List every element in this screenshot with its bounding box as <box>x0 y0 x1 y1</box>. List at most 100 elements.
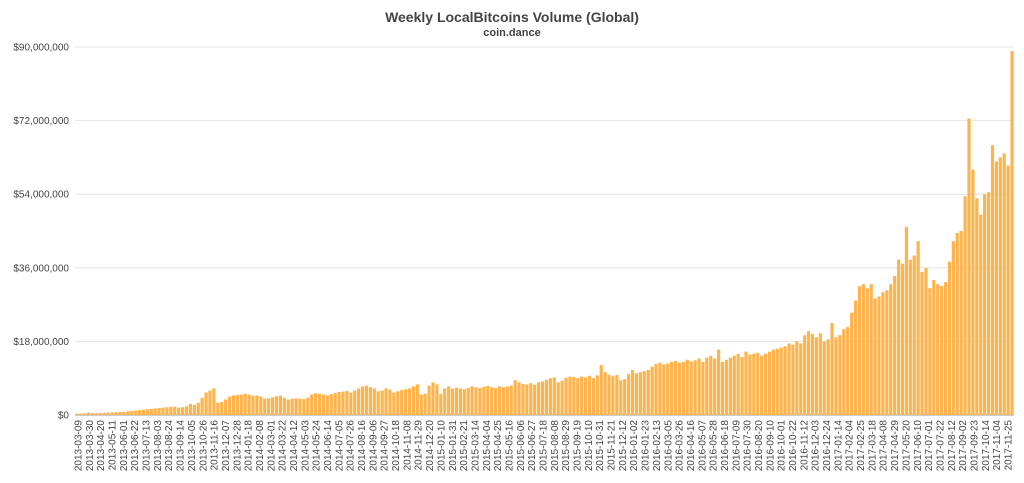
bar <box>724 359 729 415</box>
bar <box>341 391 345 415</box>
bar <box>603 372 607 415</box>
bar <box>392 392 396 415</box>
bar <box>846 327 850 415</box>
bar <box>360 386 365 415</box>
bar <box>967 118 971 415</box>
bar <box>877 296 881 415</box>
x-tick-label: 2016-01-23 <box>641 420 652 472</box>
bar <box>783 346 787 415</box>
y-tick-label: $0 <box>58 411 70 422</box>
bar <box>126 411 130 415</box>
bar <box>830 323 834 415</box>
bar <box>963 196 967 415</box>
bar <box>345 390 349 415</box>
bar <box>990 145 995 415</box>
bar <box>728 357 732 415</box>
bar <box>983 194 987 415</box>
bar <box>940 286 944 415</box>
x-tick-label: 2017-02-25 <box>856 420 867 472</box>
bar <box>763 353 768 415</box>
x-tick-label: 2016-05-07 <box>697 420 708 472</box>
bar <box>247 394 251 415</box>
bar <box>134 410 138 415</box>
x-tick-label: 2016-12-24 <box>822 420 833 472</box>
x-tick-label: 2013-10-05 <box>187 420 198 472</box>
bar <box>709 355 713 415</box>
bar <box>587 375 592 415</box>
bar <box>75 413 79 415</box>
bar <box>818 333 822 415</box>
x-tick-label: 2014-10-18 <box>391 420 402 472</box>
chart-title: Weekly LocalBitcoins Volume (Global) <box>385 9 639 25</box>
x-tick-label: 2013-08-03 <box>153 420 164 472</box>
x-tick-label: 2014-05-03 <box>300 420 311 472</box>
x-tick-label: 2016-11-12 <box>799 420 810 471</box>
bar <box>290 398 294 415</box>
bar <box>368 387 372 415</box>
bar <box>517 382 521 415</box>
bar <box>936 284 940 415</box>
bar <box>893 275 897 415</box>
bar <box>748 354 752 415</box>
x-tick-label: 2014-11-29 <box>414 420 425 471</box>
bar <box>180 407 185 415</box>
bar <box>329 394 333 415</box>
bar <box>314 393 318 415</box>
bar <box>623 379 627 415</box>
x-tick-label: 2016-10-22 <box>788 420 799 472</box>
bar <box>810 334 815 415</box>
bar <box>685 359 689 415</box>
bar <box>227 396 232 415</box>
bar <box>654 363 658 415</box>
bar <box>853 300 858 415</box>
bar <box>243 393 247 415</box>
bar <box>509 385 513 415</box>
bar <box>576 378 580 415</box>
bar <box>173 406 177 415</box>
x-tick-label: 2016-07-09 <box>731 420 742 472</box>
bar <box>149 408 153 415</box>
bar <box>717 349 721 415</box>
bar <box>415 384 419 415</box>
bar <box>869 284 873 415</box>
bar <box>286 399 290 415</box>
bar <box>443 388 447 415</box>
bar <box>525 384 529 415</box>
bar <box>932 280 936 415</box>
bar <box>615 374 619 415</box>
bar <box>822 341 826 415</box>
bar <box>693 360 697 415</box>
bar <box>814 337 819 415</box>
bar <box>560 380 564 415</box>
x-tick-label: 2015-04-04 <box>482 420 493 472</box>
bar <box>904 226 909 415</box>
x-tick-label: 2017-04-08 <box>879 420 890 472</box>
bar <box>298 398 302 415</box>
bar <box>486 385 490 415</box>
bar <box>799 343 803 415</box>
y-tick-label: $72,000,000 <box>13 116 69 127</box>
bar <box>583 377 588 415</box>
bar <box>388 389 392 415</box>
bar <box>705 357 709 415</box>
bar <box>611 376 615 415</box>
bar <box>427 385 431 415</box>
bar <box>439 393 443 415</box>
bar <box>270 397 275 415</box>
bar <box>493 388 498 415</box>
bar <box>450 388 455 415</box>
bar <box>744 351 748 415</box>
bar <box>169 406 173 415</box>
bar <box>916 241 920 415</box>
x-tick-label: 2017-07-01 <box>924 420 935 472</box>
bar <box>701 361 705 415</box>
bar <box>79 413 83 415</box>
bar <box>353 390 357 415</box>
bar <box>795 341 799 415</box>
bar <box>196 402 200 415</box>
x-tick-label: 2015-06-06 <box>516 420 527 472</box>
bar <box>87 412 91 415</box>
bar <box>529 383 533 415</box>
bar <box>130 410 134 415</box>
bar <box>325 395 329 415</box>
